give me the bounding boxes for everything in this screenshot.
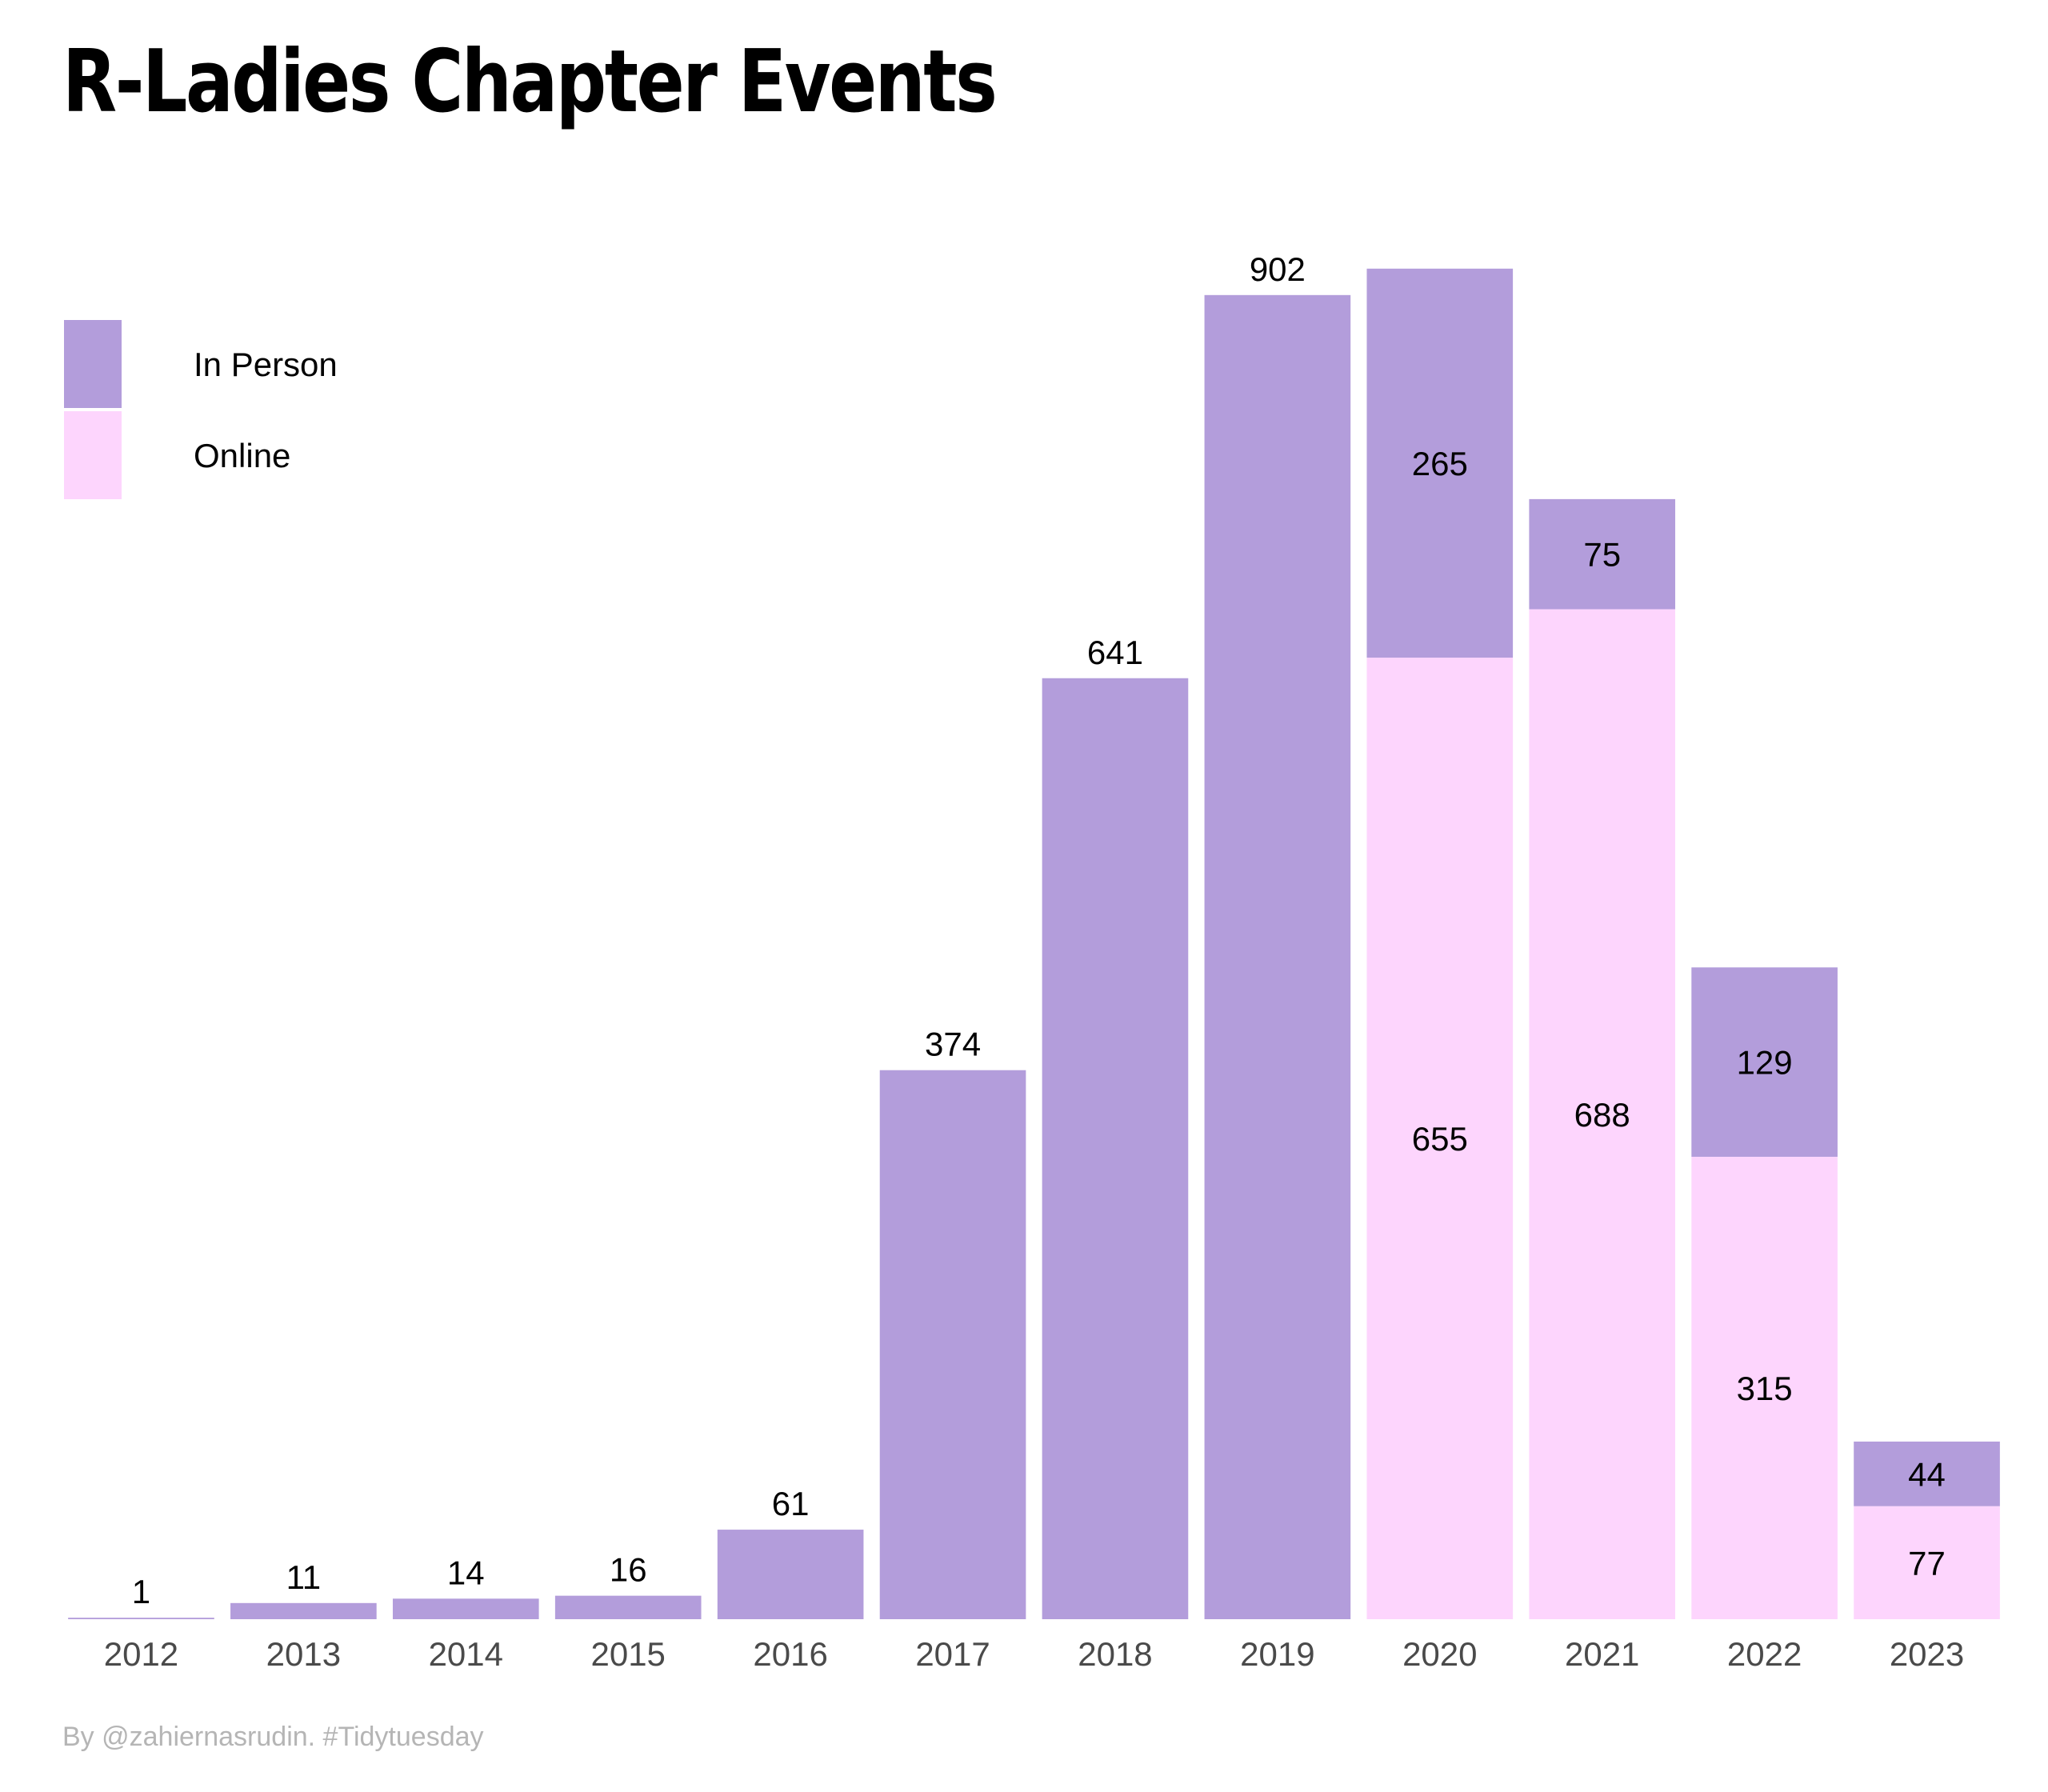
x-tick-2018: 2018 [1078, 1635, 1152, 1673]
bar-in-person-2016 [717, 1530, 864, 1619]
bar-label-in-person-2020: 265 [1412, 445, 1468, 482]
bar-label-online-2020: 655 [1412, 1120, 1468, 1158]
x-tick-2023: 2023 [1890, 1635, 1964, 1673]
caption: By @zahiernasrudin. #Tidytuesday [62, 1722, 484, 1752]
x-tick-2014: 2014 [429, 1635, 503, 1673]
x-tick-2016: 2016 [753, 1635, 827, 1673]
bar-label-in-person-2012: 1 [132, 1573, 150, 1610]
bar-online-2020 [1366, 658, 1514, 1620]
bar-label-in-person-2014: 14 [447, 1554, 485, 1591]
bars-layer [68, 268, 2000, 1620]
bar-in-person-2021 [1529, 498, 1676, 610]
x-tick-2013: 2013 [266, 1635, 341, 1673]
bar-online-2021 [1529, 609, 1676, 1619]
x-tick-2012: 2012 [104, 1635, 178, 1673]
bar-in-person-2013 [230, 1602, 377, 1619]
bar-in-person-2014 [392, 1598, 539, 1619]
bar-online-2022 [1691, 1156, 1838, 1619]
bar-label-in-person-2019: 902 [1250, 250, 1306, 288]
x-tick-2019: 2019 [1240, 1635, 1314, 1673]
bar-in-person-2023 [1854, 1441, 2000, 1506]
x-tick-2021: 2021 [1565, 1635, 1639, 1673]
legend-swatch-in-person [64, 320, 122, 408]
bar-in-person-2012 [68, 1618, 214, 1619]
x-tick-2015: 2015 [590, 1635, 665, 1673]
bar-label-in-person-2022: 129 [1737, 1044, 1793, 1082]
bar-in-person-2022 [1691, 967, 1838, 1157]
bar-in-person-2017 [879, 1070, 1026, 1619]
bar-label-in-person-2016: 61 [772, 1485, 810, 1522]
bar-in-person-2020 [1366, 268, 1514, 658]
bar-in-person-2018 [1042, 678, 1189, 1619]
legend-label-online: Online [194, 437, 290, 474]
bar-in-person-2015 [554, 1595, 702, 1619]
bar-label-in-person-2021: 75 [1583, 536, 1621, 574]
bar-label-online-2023: 77 [1908, 1544, 1946, 1582]
legend-label-in-person: In Person [194, 346, 338, 383]
bar-label-in-person-2013: 11 [286, 1558, 322, 1596]
legend: In Person Online [64, 320, 338, 499]
bar-label-online-2022: 315 [1737, 1370, 1793, 1407]
bar-in-person-2019 [1204, 294, 1351, 1620]
x-tick-2020: 2020 [1402, 1635, 1477, 1673]
x-tick-2022: 2022 [1727, 1635, 1802, 1673]
bar-label-in-person-2023: 44 [1908, 1455, 1946, 1493]
bar-online-2023 [1854, 1506, 2000, 1619]
chart-title: R-Ladies Chapter Events [62, 32, 998, 132]
x-tick-2017: 2017 [915, 1635, 990, 1673]
x-axis-ticks: 2012 2013 2014 2015 2016 2017 2018 2019 2020 2021… [104, 1635, 1965, 1673]
bar-label-in-person-2015: 16 [610, 1551, 647, 1589]
legend-swatch-online [64, 411, 122, 499]
bar-label-in-person-2018: 641 [1087, 634, 1143, 671]
bar-label-online-2021: 688 [1574, 1096, 1630, 1134]
bar-label-in-person-2017: 374 [925, 1026, 981, 1063]
